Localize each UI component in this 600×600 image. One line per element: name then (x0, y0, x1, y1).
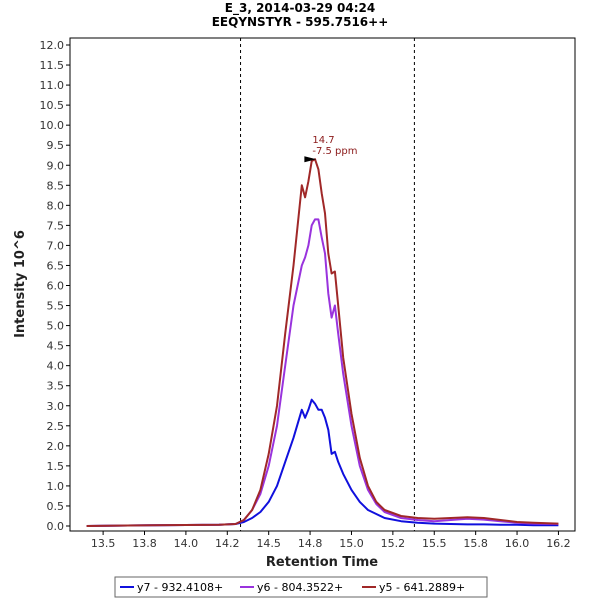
y-tick-label: 2.0 (47, 440, 65, 453)
y-tick-label: 8.0 (47, 199, 65, 212)
legend-label-1: y7 - 932.4108+ (137, 581, 223, 594)
y-tick-label: 3.0 (47, 400, 65, 413)
peak-marker (304, 156, 317, 163)
legend-label-2: y6 - 804.3522+ (257, 581, 343, 594)
series-layer (86, 158, 559, 527)
y-tick-label: 1.0 (47, 480, 65, 493)
y-tick-label: 0.5 (47, 500, 65, 513)
peak-annotation-ppm: -7.5 ppm (312, 146, 357, 157)
y-tick-label: 11.0 (40, 79, 65, 92)
y-tick-label: 0.0 (47, 520, 65, 533)
y-tick-label: 6.0 (47, 280, 65, 293)
x-tick-label: 16.2 (546, 537, 571, 550)
legend: y7 - 932.4108+ y6 - 804.3522+ y5 - 641.288… (114, 576, 488, 598)
y-tick-label: 5.0 (47, 320, 65, 333)
plot-area: 14.7 -7.5 ppm (69, 37, 576, 532)
y-tick-label: 9.0 (47, 159, 65, 172)
plot-frame (69, 37, 576, 532)
x-tick-label: 14.5 (256, 537, 281, 550)
legend-label-3: y5 - 641.2889+ (379, 581, 465, 594)
chart-subtitle: EEQYNSTYR - 595.7516++ (212, 15, 389, 29)
x-tick-label: 14.0 (174, 537, 199, 550)
y-tick-label: 3.5 (47, 380, 65, 393)
y-tick-label: 10.0 (40, 119, 65, 132)
chart-title: E_3, 2014-03-29 04:24 (225, 1, 375, 16)
x-tick-label: 13.5 (91, 537, 116, 550)
y-tick-label: 10.5 (40, 99, 65, 112)
y-axis-label: Intensity 10^6 (13, 230, 28, 338)
y-tick-label: 2.5 (47, 420, 65, 433)
x-tick-label: 15.2 (381, 537, 406, 550)
y-tick-label: 12.0 (40, 39, 65, 52)
y-tick-label: 1.5 (47, 460, 65, 473)
y-axis: 0.0 0.5 1.0 1.5 2.0 2.5 3.0 3.5 4.0 4.5 5.0 5.5 6.0 6… (40, 39, 70, 533)
series-line-1 (86, 398, 559, 527)
x-tick-label: 15.0 (339, 537, 364, 550)
y-tick-label: 11.5 (40, 59, 65, 72)
x-tick-label: 15.8 (463, 537, 488, 550)
y-tick-label: 6.5 (47, 259, 65, 272)
y-tick-label: 4.0 (47, 360, 65, 373)
x-tick-label: 13.8 (132, 537, 157, 550)
x-tick-label: 16.0 (505, 537, 530, 550)
x-tick-label: 15.5 (422, 537, 447, 550)
legend-box (114, 576, 488, 598)
y-tick-label: 8.5 (47, 179, 65, 192)
y-tick-label: 7.5 (47, 219, 65, 232)
y-tick-label: 4.5 (47, 340, 65, 353)
x-axis-label: Retention Time (266, 555, 378, 570)
series-line-3 (86, 158, 559, 527)
peak-annotation-time: 14.7 (312, 135, 334, 146)
x-tick-label: 14.2 (215, 537, 240, 550)
y-tick-label: 5.5 (47, 300, 65, 313)
y-tick-label: 7.0 (47, 239, 65, 252)
y-tick-label: 9.5 (47, 139, 65, 152)
x-axis: 13.5 13.8 14.0 14.2 14.5 14.8 15.0 15.2 15.5 15.8… (91, 531, 571, 550)
x-tick-label: 14.8 (298, 537, 323, 550)
series-line-2 (86, 218, 559, 527)
